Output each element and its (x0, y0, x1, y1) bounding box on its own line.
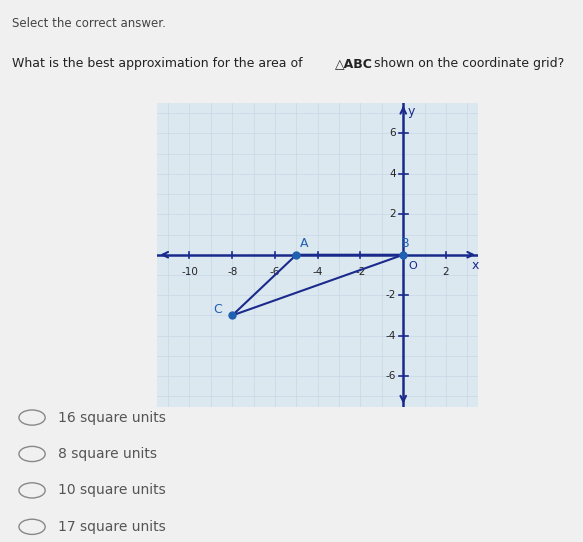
Text: -2: -2 (385, 290, 396, 300)
Text: -4: -4 (312, 267, 323, 277)
Text: 2: 2 (442, 267, 449, 277)
Text: 10 square units: 10 square units (58, 483, 166, 498)
Text: Select the correct answer.: Select the correct answer. (12, 17, 166, 30)
Text: 6: 6 (389, 128, 396, 138)
Text: -10: -10 (181, 267, 198, 277)
Text: 16 square units: 16 square units (58, 410, 166, 424)
Text: A: A (300, 237, 308, 250)
Text: B: B (401, 237, 410, 250)
Text: C: C (213, 304, 222, 317)
Text: O: O (409, 261, 417, 271)
Text: -4: -4 (385, 331, 396, 341)
Text: 8 square units: 8 square units (58, 447, 157, 461)
Text: y: y (408, 105, 415, 118)
Text: -6: -6 (385, 371, 396, 381)
Text: What is the best approximation for the area of: What is the best approximation for the a… (12, 57, 306, 70)
Text: shown on the coordinate grid?: shown on the coordinate grid? (370, 57, 564, 70)
Text: 4: 4 (389, 169, 396, 179)
Text: 17 square units: 17 square units (58, 520, 166, 534)
Text: -2: -2 (355, 267, 366, 277)
Text: △ABC: △ABC (335, 57, 373, 70)
Text: -6: -6 (270, 267, 280, 277)
Text: 2: 2 (389, 209, 396, 220)
Text: x: x (472, 260, 479, 273)
Text: -8: -8 (227, 267, 237, 277)
